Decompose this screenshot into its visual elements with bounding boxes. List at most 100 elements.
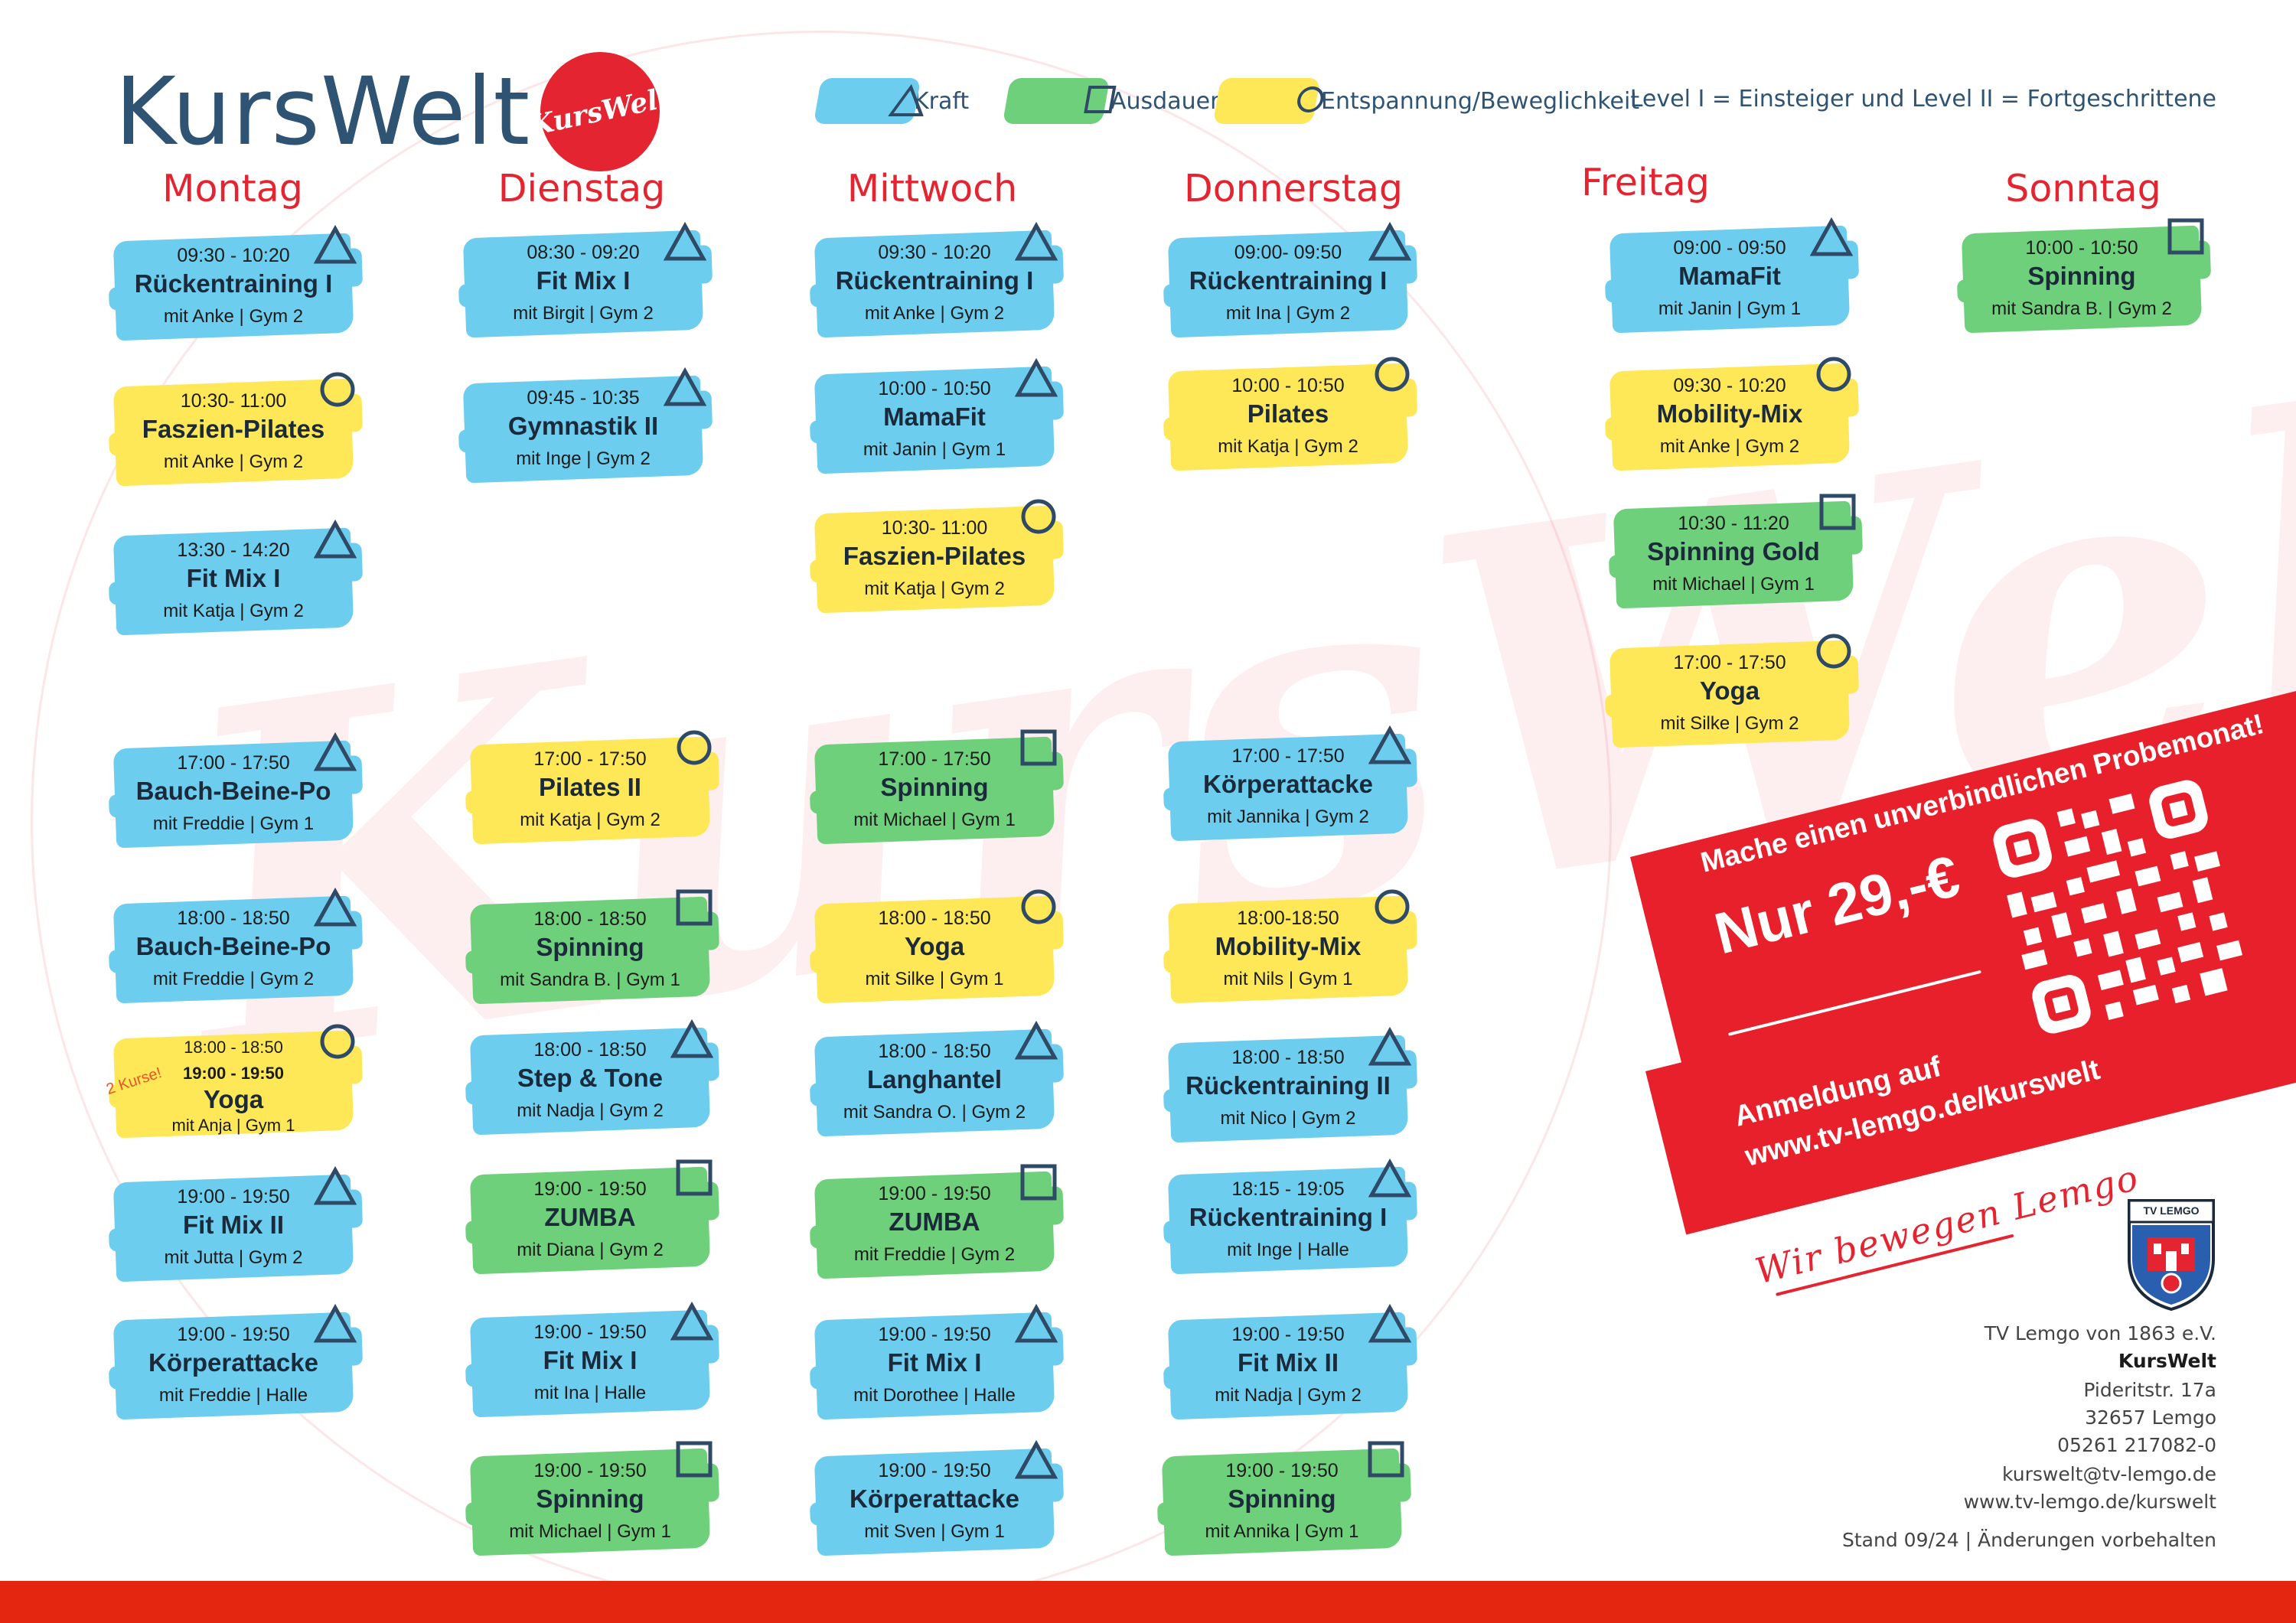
course-card: 18:00 - 18:50 Bauch-Beine-Po mit Freddie… bbox=[113, 888, 357, 1005]
course-time: 18:00 - 18:50 bbox=[878, 1041, 991, 1062]
course-trainer: mit Sven | Gym 1 bbox=[864, 1521, 1005, 1542]
contact-org: TV Lemgo von 1863 e.V. bbox=[1984, 1322, 2216, 1344]
course-time: 09:30 - 10:20 bbox=[177, 245, 290, 266]
page-title: KursWelt bbox=[115, 57, 531, 166]
course-card: 2 Kurse! 18:00 - 18:50 19:00 - 19:50 Yog… bbox=[104, 1024, 355, 1140]
course-time: 10:00 - 10:50 bbox=[1231, 375, 1345, 396]
legend-entspannung: Entspannung/Beweglichkeit bbox=[1212, 77, 1639, 125]
course-name: Step & Tone bbox=[517, 1064, 664, 1092]
course-name: Spinning bbox=[1228, 1484, 1336, 1513]
course-card: 10:30- 11:00 Faszien-Pilates mit Anke | … bbox=[113, 372, 355, 488]
course-time: 19:00 - 19:50 bbox=[533, 1322, 647, 1343]
course-trainer: mit Annika | Gym 1 bbox=[1205, 1521, 1359, 1542]
course-card: 19:00 - 19:50 Körperattacke mit Sven | G… bbox=[814, 1440, 1058, 1558]
course-time: 09:45 - 10:35 bbox=[527, 387, 640, 409]
course-name: Spinning bbox=[880, 773, 989, 801]
course-name: Mobility-Mix bbox=[1656, 399, 1803, 428]
course-card: 09:00- 09:50 Rückentraining I mit Ina | … bbox=[1167, 222, 1411, 340]
course-card: 18:00 - 18:50 Spinning mit Sandra B. | G… bbox=[469, 889, 713, 1006]
course-name: Pilates bbox=[1247, 399, 1329, 428]
course-card: 09:30 - 10:20 Rückentraining I mit Anke … bbox=[113, 225, 357, 343]
course-time: 18:00 - 18:50 bbox=[533, 1039, 647, 1061]
course-card: 19:00 - 19:50 Spinning mit Michael | Gym… bbox=[469, 1441, 713, 1558]
course-card: 17:00 - 17:50 Pilates II mit Katja | Gym… bbox=[469, 730, 712, 846]
course-trainer: mit Inge | Gym 2 bbox=[516, 448, 651, 469]
contact-phone: 05261 217082-0 bbox=[2057, 1434, 2216, 1456]
course-card: 19:00 - 19:50 ZUMBA mit Freddie | Gym 2 bbox=[814, 1164, 1057, 1281]
triangle-icon bbox=[314, 732, 357, 771]
circle-icon bbox=[1375, 357, 1410, 392]
course-card: 13:30 - 14:20 Fit Mix I mit Katja | Gym … bbox=[113, 520, 357, 637]
qr-code-icon[interactable] bbox=[1971, 758, 2268, 1055]
course-time: 10:30 - 11:20 bbox=[1678, 513, 1789, 534]
course-time: 10:00 - 10:50 bbox=[2025, 237, 2138, 259]
triangle-icon bbox=[1810, 217, 1853, 256]
course-time: 17:00 - 17:50 bbox=[533, 748, 647, 770]
course-name: Spinning bbox=[536, 933, 644, 961]
course-trainer: mit Janin | Gym 1 bbox=[1658, 298, 1802, 319]
course-card: 08:30 - 09:20 Fit Mix I mit Birgit | Gym… bbox=[462, 222, 706, 340]
course-name: Rückentraining I bbox=[1189, 1203, 1388, 1231]
course-trainer: mit Sandra B. | Gym 1 bbox=[500, 970, 680, 990]
course-trainer: mit Nadja | Gym 2 bbox=[1215, 1385, 1362, 1406]
course-card: 10:30- 11:00 Faszien-Pilates mit Katja |… bbox=[814, 499, 1056, 615]
level-note: Level I = Einsteiger und Level II = Fort… bbox=[1629, 86, 2216, 112]
course-name: Langhantel bbox=[866, 1065, 1002, 1093]
course-time: 19:00 - 19:50 bbox=[1225, 1460, 1339, 1481]
course-name: Fit Mix I bbox=[887, 1348, 982, 1377]
course-trainer: mit Diana | Gym 2 bbox=[517, 1240, 664, 1260]
triangle-icon bbox=[1368, 725, 1411, 764]
course-trainer: mit Birgit | Gym 2 bbox=[513, 303, 654, 324]
course-time: 17:00 - 17:50 bbox=[1231, 745, 1345, 767]
course-trainer: mit Anke | Gym 2 bbox=[1659, 436, 1800, 457]
circle-icon bbox=[320, 372, 355, 407]
triangle-icon bbox=[1015, 1304, 1058, 1343]
course-card: 19:00 - 19:50 Fit Mix II mit Nadja | Gym… bbox=[1167, 1304, 1411, 1422]
course-card: 10:00 - 10:50 Pilates mit Katja | Gym 2 bbox=[1167, 357, 1410, 473]
stand-note: Stand 09/24 | Änderungen vorbehalten bbox=[1842, 1529, 2216, 1551]
triangle-icon bbox=[664, 222, 706, 261]
course-trainer: mit Nadja | Gym 2 bbox=[517, 1100, 664, 1121]
course-trainer: mit Sandra O. | Gym 2 bbox=[843, 1102, 1026, 1123]
course-time: 18:00-18:50 bbox=[1237, 908, 1339, 929]
triangle-icon bbox=[314, 888, 357, 927]
day-mittwoch: Mittwoch bbox=[846, 167, 1018, 210]
course-name: Körperattacke bbox=[148, 1348, 318, 1377]
course-trainer: mit Anke | Gym 2 bbox=[864, 303, 1005, 324]
course-card: 19:00 - 19:50 ZUMBA mit Diana | Gym 2 bbox=[469, 1159, 713, 1276]
course-name: Yoga bbox=[904, 932, 965, 960]
course-time: 19:00 - 19:50 bbox=[878, 1183, 991, 1204]
course-name: Bauch-Beine-Po bbox=[135, 777, 331, 805]
square-icon bbox=[676, 889, 713, 926]
course-trainer: mit Katja | Gym 2 bbox=[520, 810, 660, 830]
course-name: Pilates II bbox=[539, 773, 641, 801]
triangle-icon bbox=[1015, 1440, 1058, 1479]
circle-icon bbox=[1816, 357, 1851, 392]
course-name: MamaFit bbox=[1678, 262, 1781, 290]
course-trainer: mit Janin | Gym 1 bbox=[863, 439, 1006, 460]
legend-ausdauer: Ausdauer bbox=[1002, 77, 1219, 125]
square-icon bbox=[1819, 494, 1856, 530]
course-card: 18:00 - 18:50 Langhantel mit Sandra O. |… bbox=[814, 1021, 1058, 1139]
course-card: 10:00 - 10:50 MamaFit mit Janin | Gym 1 bbox=[814, 358, 1058, 476]
course-name: Faszien-Pilates bbox=[142, 415, 325, 443]
contact-street: Pideritstr. 17a bbox=[2083, 1379, 2216, 1401]
triangle-icon bbox=[888, 84, 924, 116]
day-freitag: Freitag bbox=[1581, 161, 1710, 204]
course-trainer: mit Inge | Halle bbox=[1227, 1240, 1349, 1260]
course-time: 17:00 - 17:50 bbox=[878, 748, 991, 770]
course-name: ZUMBA bbox=[544, 1203, 636, 1231]
course-trainer: mit Katja | Gym 2 bbox=[864, 578, 1005, 599]
course-name: Rückentraining I bbox=[134, 269, 333, 298]
contact-email[interactable]: kurswelt@tv-lemgo.de bbox=[2002, 1463, 2216, 1485]
course-time: 09:00- 09:50 bbox=[1234, 242, 1342, 263]
course-card: 19:00 - 19:50 Fit Mix I mit Ina | Halle bbox=[469, 1302, 713, 1419]
course-name: Spinning bbox=[2027, 262, 2136, 290]
course-time: 18:00 - 18:50 bbox=[533, 908, 647, 930]
triangle-icon bbox=[670, 1019, 713, 1058]
triangle-icon bbox=[314, 225, 357, 264]
contact-web[interactable]: www.tv-lemgo.de/kurswelt bbox=[1963, 1491, 2216, 1513]
course-trainer: mit Ina | Gym 2 bbox=[1225, 303, 1351, 324]
course-trainer: mit Freddie | Gym 1 bbox=[152, 813, 315, 834]
course-name: Yoga bbox=[203, 1085, 264, 1113]
